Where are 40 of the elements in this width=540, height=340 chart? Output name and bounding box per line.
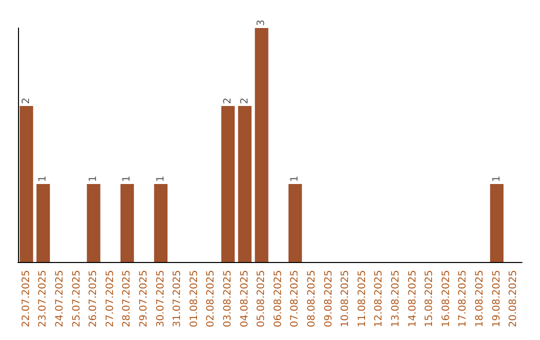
x-tick-label: 24.07.2025 — [54, 270, 66, 328]
x-tick-label: 16.08.2025 — [440, 270, 452, 328]
x-tick-label: 26.07.2025 — [88, 270, 100, 328]
x-tick-label: 15.08.2025 — [424, 270, 436, 328]
x-tick-label: 27.07.2025 — [104, 270, 116, 328]
data-label: 2 — [20, 98, 32, 104]
data-label: 1 — [491, 176, 502, 182]
x-tick-label: 06.08.2025 — [272, 270, 284, 328]
x-tick-label: 25.07.2025 — [71, 270, 82, 328]
x-tick-label: 13.08.2025 — [390, 270, 402, 328]
x-tick-label: 09.08.2025 — [323, 270, 334, 328]
x-tick-label: 04.08.2025 — [239, 270, 250, 328]
x-tick-label: 02.08.2025 — [206, 270, 217, 328]
x-tick-label: 18.08.2025 — [474, 270, 486, 328]
data-label: 2 — [222, 98, 234, 104]
x-tick-label: 31.07.2025 — [172, 270, 184, 328]
data-label: 1 — [122, 176, 133, 182]
x-tick-label: 10.08.2025 — [340, 270, 352, 328]
x-tick-label: 23.07.2025 — [38, 270, 49, 328]
x-tick-label: 30.07.2025 — [155, 270, 166, 328]
x-tick-label: 19.08.2025 — [491, 270, 502, 328]
x-tick-label: 11.08.2025 — [356, 270, 368, 328]
x-tick-label: 03.08.2025 — [222, 270, 234, 328]
x-tick-label: 08.08.2025 — [306, 270, 318, 328]
data-label: 2 — [239, 98, 250, 104]
x-tick-label: 14.08.2025 — [407, 270, 418, 328]
x-tick-label: 17.08.2025 — [458, 270, 469, 328]
x-tick-label: 07.08.2025 — [290, 270, 301, 328]
x-tick-label: 01.08.2025 — [188, 270, 200, 328]
x-tick-label: 05.08.2025 — [256, 270, 268, 328]
x-tick-label: 28.07.2025 — [122, 270, 133, 328]
x-tick-label: 12.08.2025 — [374, 270, 385, 328]
data-label: 1 — [290, 176, 301, 182]
data-label: 1 — [155, 176, 166, 182]
data-label: 1 — [38, 176, 49, 182]
data-label: 1 — [88, 176, 100, 182]
x-tick-label: 22.07.2025 — [20, 270, 32, 328]
x-tick-label: 20.08.2025 — [508, 270, 520, 328]
x-tick-label: 29.07.2025 — [138, 270, 150, 328]
data-label: 3 — [256, 20, 268, 26]
